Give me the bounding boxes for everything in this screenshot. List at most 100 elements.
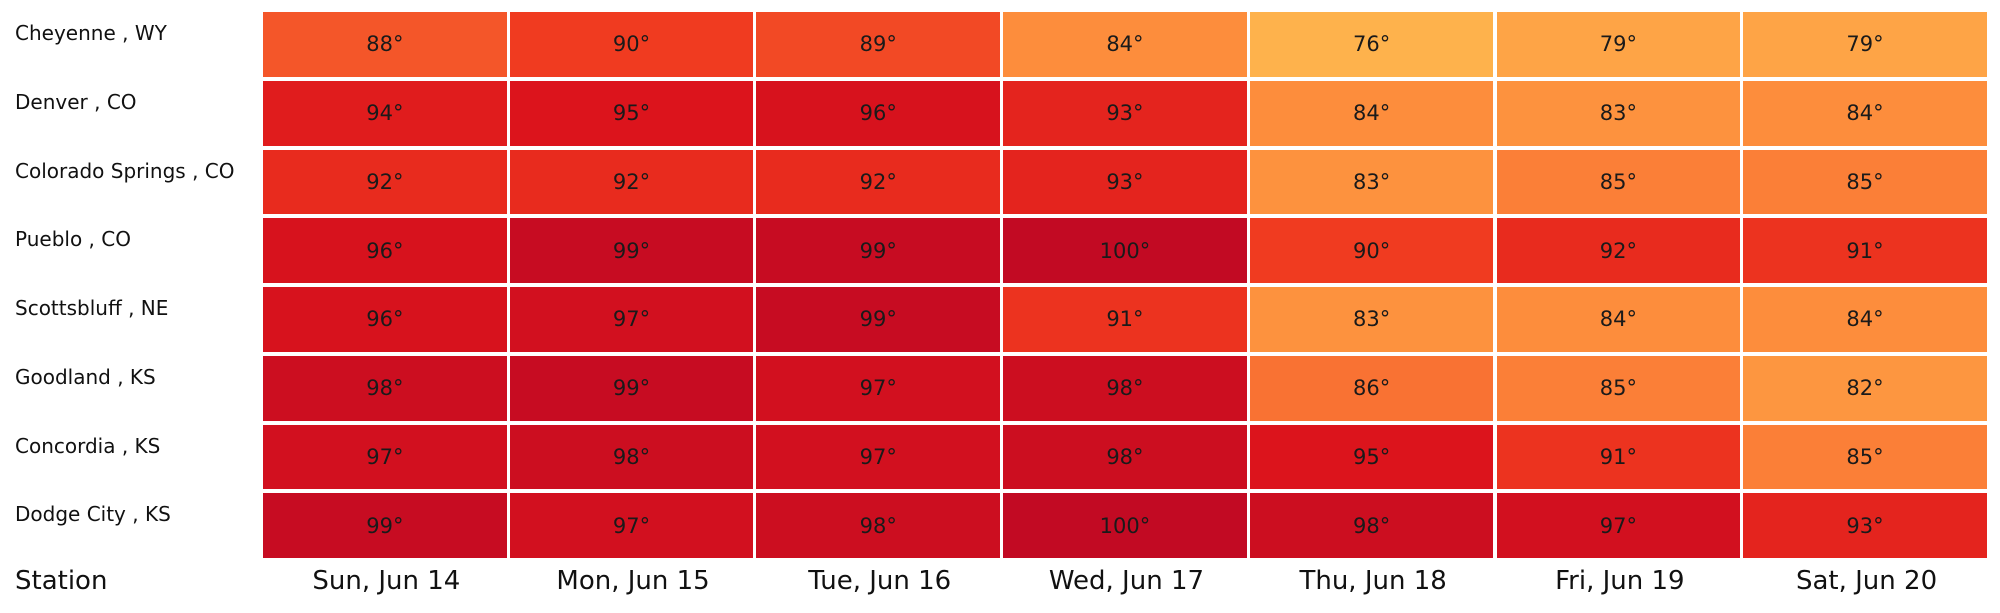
column-label: Mon, Jun 15 [556,566,710,596]
cell-value: 91° [1106,307,1144,332]
cell-value: 92° [366,169,404,194]
heatmap-cell: 98° [1003,355,1247,421]
column-label: Fri, Jun 19 [1555,566,1685,596]
cell-value: 85° [1846,169,1884,194]
heatmap-cell: 90° [509,12,754,77]
cell-value: 96° [366,238,404,263]
column-label: Sun, Jun 14 [312,566,461,596]
cell-value: 76° [1353,32,1391,57]
heatmap-cell: 92° [263,149,507,215]
heatmap-cell: 92° [756,149,1001,215]
cell-value: 97° [859,444,897,469]
heatmap-cell: 88° [263,12,507,77]
heatmap-cell: 85° [1496,149,1741,215]
heatmap-cell: 84° [1743,80,1987,146]
heatmap-cell: 76° [1249,12,1494,77]
column-label: Thu, Jun 18 [1299,566,1447,596]
heatmap-cell: 99° [756,287,1001,352]
cell-value: 93° [1106,169,1144,194]
heatmap-cell: 97° [756,355,1001,421]
heatmap-cell: 94° [263,80,507,146]
cell-value: 94° [366,101,404,126]
cell-value: 96° [859,101,897,126]
heatmap-cell: 91° [1743,218,1987,283]
cell-value: 100° [1099,513,1151,538]
heatmap-cell: 92° [509,149,754,215]
heatmap-cell: 83° [1496,80,1741,146]
cell-value: 97° [612,513,651,538]
heatmap-cell: 93° [1003,149,1247,215]
cell-value: 85° [1599,376,1637,401]
heatmap-cell: 97° [756,424,1001,490]
heatmap-cell: 85° [1496,355,1741,421]
column-label: Wed, Jun 17 [1048,566,1205,596]
cell-value: 98° [1106,376,1144,401]
cell-value: 99° [612,238,651,263]
cell-value: 92° [612,169,651,194]
cell-value: 84° [1106,32,1144,57]
heatmap-cell: 98° [756,493,1001,558]
cell-value: 83° [1353,169,1391,194]
cell-value: 84° [1846,101,1884,126]
heatmap-cell: 99° [509,218,754,283]
heatmap-cell: 91° [1003,287,1247,352]
cell-value: 92° [1599,238,1637,263]
heatmap-cell: 100° [1003,493,1247,558]
heatmap-cell: 98° [263,355,507,421]
cell-value: 97° [1599,513,1637,538]
row-axis-title: Station [15,566,108,596]
heatmap-cell: 93° [1003,80,1247,146]
heatmap-cell: 97° [509,493,754,558]
heatmap-cell: 83° [1249,287,1494,352]
heatmap-cell: 86° [1249,355,1494,421]
cell-value: 96° [366,307,404,332]
heatmap-cell: 97° [1496,493,1741,558]
cell-value: 86° [1353,376,1391,401]
heatmap-cell: 98° [1249,493,1494,558]
row-label: Goodland , KS [15,364,156,389]
heatmap-cell: 92° [1496,218,1741,283]
cell-value: 99° [859,238,897,263]
cell-value: 91° [1846,238,1884,263]
row-label: Dodge City , KS [15,502,171,527]
heatmap-cell: 84° [1743,287,1987,352]
cell-value: 88° [366,32,404,57]
heatmap-cell: 97° [263,424,507,490]
heatmap-cell: 84° [1003,12,1247,77]
cell-value: 97° [366,444,404,469]
cell-value: 98° [1353,513,1391,538]
heatmap-cell: 83° [1249,149,1494,215]
cell-value: 85° [1599,169,1637,194]
row-label: Denver , CO [15,89,137,114]
heatmap-cell: 79° [1496,12,1741,77]
cell-value: 83° [1599,101,1637,126]
row-label: Concordia , KS [15,433,161,458]
cell-value: 90° [612,32,651,57]
row-label: Colorado Springs , CO [15,158,235,183]
cell-value: 97° [859,376,897,401]
heatmap-cell: 93° [1743,493,1987,558]
heatmap-cell: 98° [1003,424,1247,490]
cell-value: 99° [366,513,404,538]
cell-value: 95° [612,101,651,126]
row-label: Pueblo , CO [15,227,131,252]
heatmap-cell: 99° [509,355,754,421]
heatmap-cell: 89° [756,12,1001,77]
row-label: Scottsbluff , NE [15,296,169,320]
heatmap-cell: 82° [1743,355,1987,421]
cell-value: 98° [612,444,651,469]
cell-value: 99° [859,307,897,332]
cell-value: 98° [366,376,404,401]
heatmap-cell: 85° [1743,424,1987,490]
cell-value: 91° [1599,444,1637,469]
cell-value: 84° [1846,307,1884,332]
heatmap-cell: 79° [1743,12,1987,77]
heatmap-cell: 84° [1496,287,1741,352]
cell-value: 99° [612,376,651,401]
cell-value: 84° [1353,101,1391,126]
heatmap-cell: 90° [1249,218,1494,283]
heatmap-cell: 95° [1249,424,1494,490]
cell-value: 90° [1353,238,1391,263]
cell-value: 98° [859,513,897,538]
heatmap-cell: 98° [509,424,754,490]
